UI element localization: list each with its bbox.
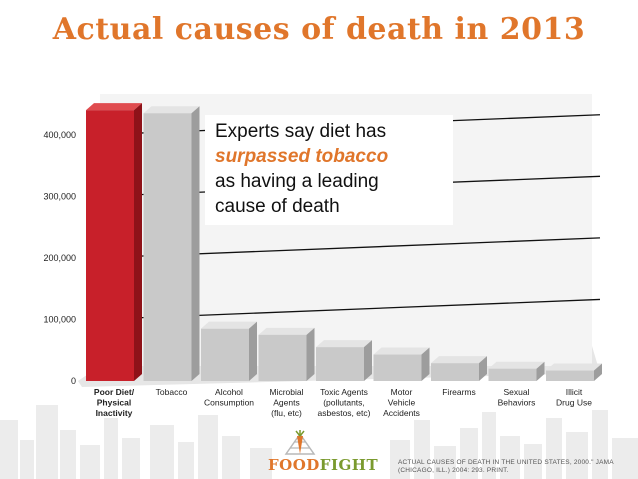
- bar: [431, 356, 487, 381]
- y-tick-label: 400,000: [43, 130, 76, 140]
- y-axis-tick-labels: 0 100,000 200,000 300,000 400,000: [43, 130, 76, 386]
- x-category-label: Toxic Agents (pollutants, asbestos, etc): [318, 387, 371, 418]
- callout-line-3: as having a leading: [215, 171, 379, 192]
- bar: [488, 361, 545, 381]
- callout-line-4: cause of death: [215, 196, 340, 217]
- x-category-label: Microbial Agents (flu, etc): [269, 387, 303, 418]
- callout-line-1: Experts say diet has: [215, 121, 387, 142]
- bar: [373, 347, 430, 381]
- chart-title: Actual causes of death in 2013: [52, 12, 586, 47]
- bar: [546, 363, 602, 381]
- x-category-label: Alcohol Consumption: [204, 387, 254, 408]
- foodfight-logo: FOODFIGHT: [268, 430, 378, 476]
- logo-wordmark: FOODFIGHT: [268, 456, 379, 474]
- y-tick-label: 200,000: [43, 253, 76, 263]
- bar: [143, 106, 200, 381]
- y-tick-label: 100,000: [43, 314, 76, 324]
- x-category-label: Illicit Drug Use: [556, 387, 592, 408]
- x-category-label: Motor Vehicle Accidents: [383, 387, 420, 418]
- source-citation: ACTUAL CAUSES OF DEATH IN THE UNITED STA…: [398, 459, 614, 474]
- city-skyline-decoration: [0, 405, 638, 479]
- callout-box: Experts say diet has surpassed tobacco a…: [205, 115, 453, 225]
- x-category-label: Firearms: [442, 387, 476, 397]
- y-tick-label: 0: [71, 376, 76, 386]
- bar: [258, 327, 315, 381]
- chart-bars: [86, 103, 602, 382]
- x-axis-category-labels: Poor Diet/Physical Inactivity Tobacco Alcoh…: [94, 387, 592, 418]
- x-category-label: Poor Diet/Physical Inactivity: [94, 387, 135, 418]
- carrot-fork-icon: [284, 430, 316, 455]
- bar: [316, 340, 372, 381]
- x-category-label: Tobacco: [156, 387, 188, 397]
- callout-highlight: surpassed tobacco: [215, 146, 389, 167]
- y-tick-label: 300,000: [43, 191, 76, 201]
- bar: [86, 103, 142, 382]
- bar: [201, 321, 257, 381]
- x-category-label: Sexual Behaviors: [498, 387, 536, 408]
